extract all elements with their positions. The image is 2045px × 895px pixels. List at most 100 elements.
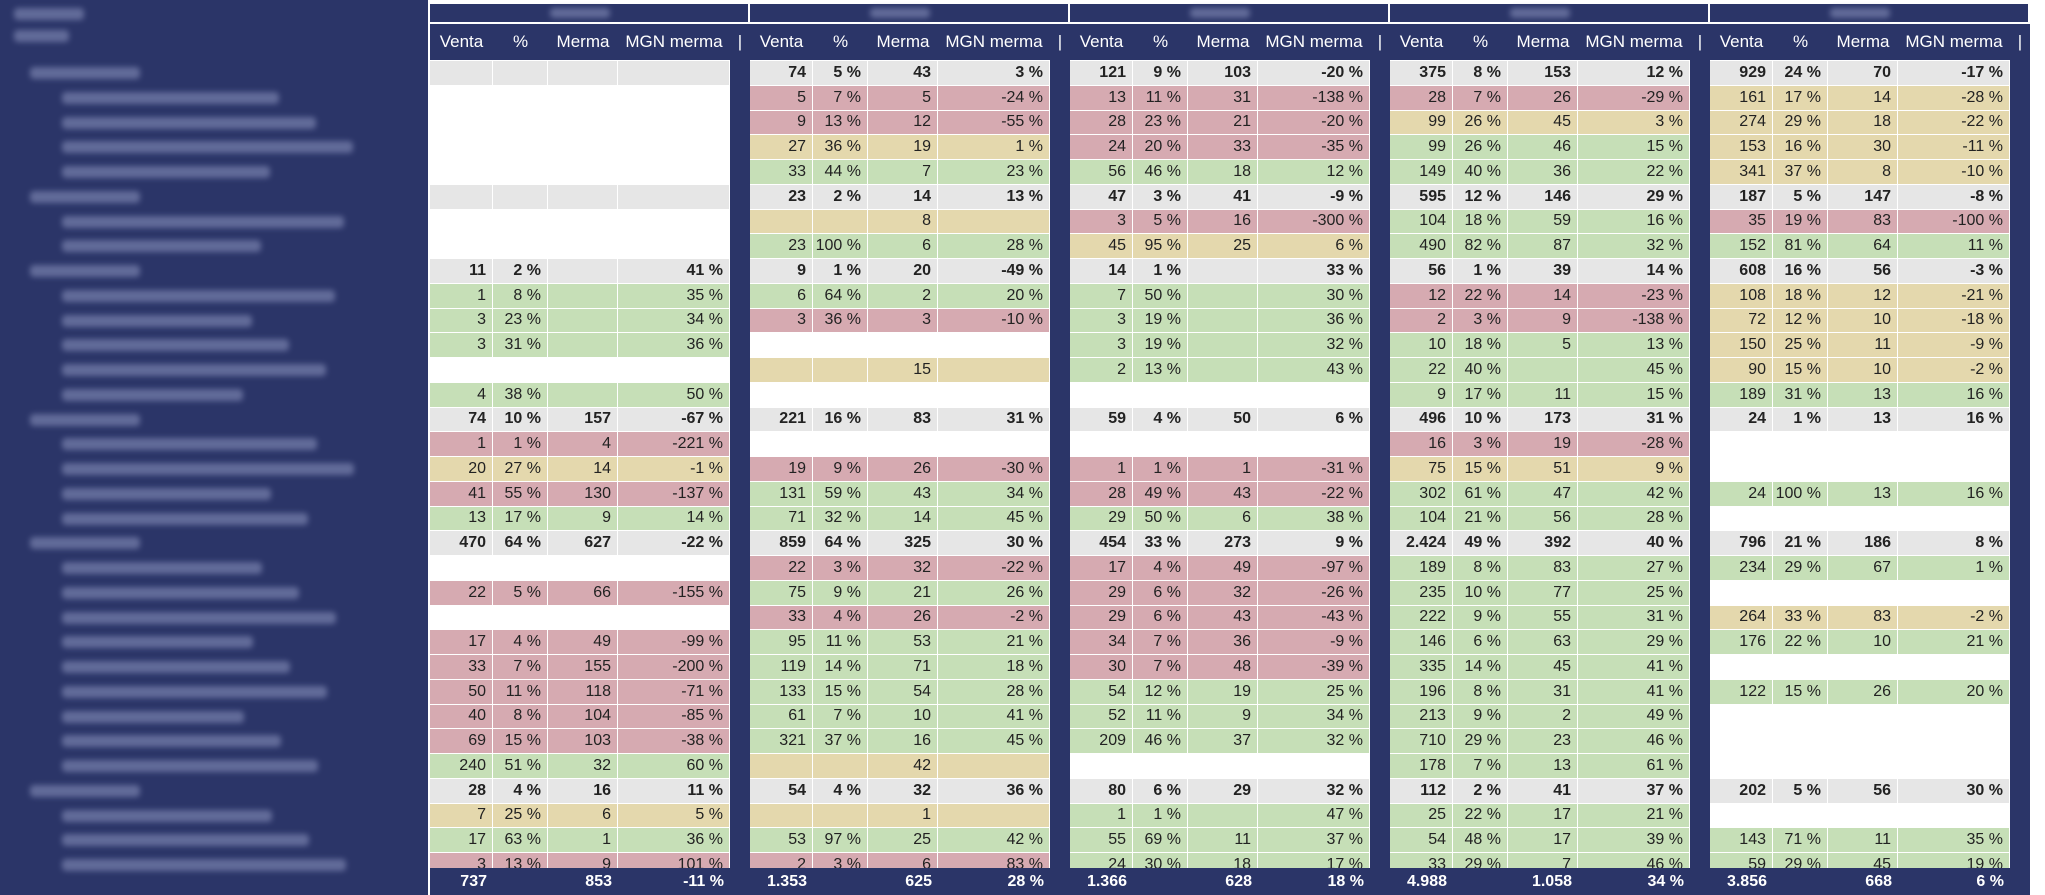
column-header-pct[interactable]: % [1453, 24, 1508, 60]
column-header-merma[interactable]: Merma [1828, 24, 1898, 60]
row-label [30, 784, 140, 797]
column-header-merma[interactable]: Merma [1508, 24, 1578, 60]
table-cell: -43 % [1258, 605, 1369, 630]
table-cell: 46 % [1578, 729, 1689, 753]
table-cell: 15 % [1578, 135, 1689, 159]
table-cell [618, 605, 729, 630]
table-cell: 14 % [1453, 655, 1507, 679]
table-cell: 33 % [1133, 531, 1187, 555]
table-cell: 32 [868, 556, 937, 580]
table-cell: 32 [548, 754, 617, 778]
column-header-mgn-merma[interactable]: MGN merma [618, 24, 730, 60]
table-cell: 54 [1070, 679, 1132, 704]
table-cell: 9 [1508, 308, 1577, 333]
column-header-pct[interactable]: % [493, 24, 548, 60]
table-cell: 33 [1188, 135, 1257, 159]
table-cell: 12 % [1133, 679, 1187, 704]
table-cell: 1 % [1453, 259, 1507, 283]
column-header-venta[interactable]: Venta [1710, 24, 1773, 60]
column-header-venta[interactable]: Venta [1070, 24, 1133, 60]
table-cell: 81 % [1773, 234, 1827, 258]
table-cell [1828, 432, 1897, 456]
table-cell [1898, 432, 2009, 456]
column-header-merma[interactable]: Merma [868, 24, 938, 60]
column-header-venta[interactable]: Venta [1390, 24, 1453, 60]
row-label [62, 438, 317, 451]
column-header-mgn-merma[interactable]: MGN merma [1578, 24, 1690, 60]
column-header-venta[interactable]: Venta [430, 24, 493, 60]
table-cell [493, 160, 547, 184]
table-cell: 72 [1710, 308, 1772, 333]
data-grid: Venta 11 1 3 3 4 74 1 20 41 13 470 22 17 33 50 40 69 240 28… [430, 0, 2045, 895]
row-label [62, 141, 353, 154]
row-label [30, 265, 140, 277]
table-cell: 2 % [493, 259, 547, 283]
table-cell: 36 % [618, 828, 729, 852]
column-header-merma[interactable]: Merma [548, 24, 618, 60]
row-label [62, 487, 271, 500]
table-cell: -1 % [618, 457, 729, 481]
table-cell: 40 [430, 704, 492, 729]
table-cell: 14 % [813, 655, 867, 679]
table-cell: 1 [1070, 803, 1132, 828]
table-cell: 2 % [1453, 778, 1507, 803]
table-cell: 33 % [1773, 605, 1827, 630]
table-cell: 47 [1508, 481, 1577, 506]
table-cell: 118 [548, 679, 617, 704]
table-cell: 51 % [493, 754, 547, 778]
row-labels-panel [0, 0, 428, 895]
table-cell: 26 [1828, 679, 1897, 704]
table-cell: 19 [1188, 679, 1257, 704]
table-cell [548, 283, 617, 308]
table-cell: 30 [1070, 655, 1132, 679]
table-cell [938, 803, 1049, 828]
table-cell: 23 % [938, 160, 1049, 184]
table-cell: 32 % [813, 506, 867, 531]
column-header-pct[interactable]: % [1773, 24, 1828, 60]
total-cell: 34 % [1578, 868, 1690, 895]
table-cell: 33 [750, 605, 812, 630]
table-cell: 470 [430, 531, 492, 555]
table-cell: 16 % [1898, 481, 2009, 506]
column-header-mgn-merma[interactable]: MGN merma [1898, 24, 2010, 60]
table-cell: -26 % [1258, 580, 1369, 605]
table-cell: 10 [1828, 308, 1897, 333]
column-header-mgn-merma[interactable]: MGN merma [938, 24, 1050, 60]
column-header-venta[interactable]: Venta [750, 24, 813, 60]
table-cell [1773, 580, 1827, 605]
table-cell [493, 234, 547, 258]
table-cell: 26 % [938, 580, 1049, 605]
table-cell [938, 358, 1049, 382]
table-cell: 146 [1508, 184, 1577, 209]
total-cell: 4.988 [1390, 868, 1453, 895]
table-cell [1710, 655, 1772, 679]
table-cell: 16 % [1773, 135, 1827, 159]
column-header-merma[interactable]: Merma [1188, 24, 1258, 60]
table-cell: 11 [1508, 382, 1577, 407]
table-cell: 6 % [1258, 407, 1369, 432]
table-cell: 14 [868, 184, 937, 209]
table-cell: 60 % [618, 754, 729, 778]
table-cell: 19 % [1133, 308, 1187, 333]
column-header-pct[interactable]: % [1133, 24, 1188, 60]
table-cell: 55 [1070, 828, 1132, 852]
table-cell: 104 [1390, 506, 1452, 531]
table-cell: 36 [1188, 630, 1257, 654]
table-cell [1710, 506, 1772, 531]
table-cell: 10 [1828, 358, 1897, 382]
row-label [30, 67, 140, 79]
table-cell: 69 % [1133, 828, 1187, 852]
row-label [62, 710, 244, 723]
table-cell: 7 % [813, 85, 867, 110]
table-cell: 41 % [1578, 655, 1689, 679]
table-cell: -100 % [1898, 209, 2009, 234]
table-cell: 36 % [618, 333, 729, 357]
table-cell: 10 % [1453, 580, 1507, 605]
table-cell: 61 % [1453, 481, 1507, 506]
column-header-mgn-merma[interactable]: MGN merma [1258, 24, 1370, 60]
column-header-pct[interactable]: % [813, 24, 868, 60]
table-cell: 43 % [1258, 358, 1369, 382]
table-cell: 186 [1828, 531, 1897, 555]
table-cell: 99 [1390, 110, 1452, 135]
table-cell: 7 % [1133, 655, 1187, 679]
